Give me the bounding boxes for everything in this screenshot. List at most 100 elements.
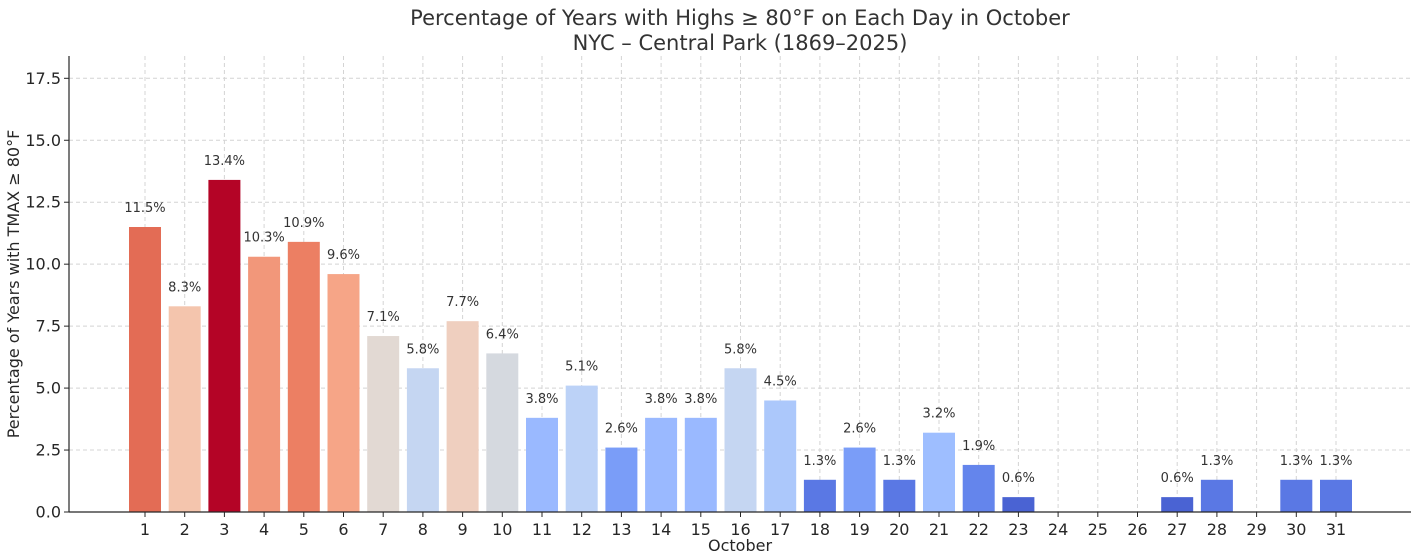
x-tick-label: 30 xyxy=(1286,520,1306,539)
x-tick-label: 27 xyxy=(1167,520,1187,539)
data-label: 5.8% xyxy=(724,342,757,357)
data-label: 11.5% xyxy=(124,201,165,216)
data-label: 2.6% xyxy=(605,422,638,437)
bar xyxy=(1280,479,1313,512)
y-tick-label: 7.5 xyxy=(36,317,61,336)
data-label: 1.9% xyxy=(962,439,995,454)
bar xyxy=(883,479,916,512)
bar xyxy=(684,417,717,512)
bar xyxy=(248,256,281,512)
bar xyxy=(962,464,995,512)
data-label: 7.1% xyxy=(367,310,400,325)
y-tick-label: 17.5 xyxy=(25,69,61,88)
y-tick-label: 10.0 xyxy=(25,255,61,274)
x-tick-label: 31 xyxy=(1326,520,1346,539)
bar xyxy=(208,179,241,513)
x-tick-label: 9 xyxy=(458,520,468,539)
data-label: 3.2% xyxy=(922,407,955,422)
data-label: 1.3% xyxy=(1319,454,1352,469)
bar xyxy=(724,368,757,512)
x-tick-label: 17 xyxy=(770,520,790,539)
bar xyxy=(1200,479,1233,512)
x-tick-label: 24 xyxy=(1048,520,1068,539)
x-tick-label: 8 xyxy=(418,520,428,539)
y-tick-label: 5.0 xyxy=(36,379,61,398)
x-tick-label: 2 xyxy=(180,520,190,539)
data-label: 5.8% xyxy=(406,342,439,357)
bar xyxy=(446,321,479,512)
x-tick-label: 21 xyxy=(929,520,949,539)
bar xyxy=(129,227,161,512)
bar xyxy=(287,241,320,512)
data-label: 7.7% xyxy=(446,295,479,310)
data-labels: 11.5% 8.3% 13.4% 10.3%10.9% 9.6% 7.1% 5.8% 7.7%… xyxy=(124,154,1352,486)
bar xyxy=(764,400,797,512)
bar xyxy=(923,432,955,512)
data-label: 2.6% xyxy=(843,422,876,437)
y-tick-label: 2.5 xyxy=(36,441,61,460)
y-axis-title: Percentage of Years with TMAX ≥ 80°F xyxy=(4,130,23,439)
x-tick-label: 15 xyxy=(691,520,711,539)
chart-title: Percentage of Years with Highs ≥ 80°F on… xyxy=(410,6,1070,30)
data-label: 13.4% xyxy=(204,154,245,169)
x-tick-label: 3 xyxy=(219,520,229,539)
data-label: 9.6% xyxy=(327,248,360,263)
x-tick-label: 16 xyxy=(730,520,750,539)
x-tick-label: 29 xyxy=(1246,520,1266,539)
x-tick-label: 7 xyxy=(378,520,388,539)
bar xyxy=(327,274,360,512)
bar xyxy=(1161,497,1194,512)
x-tick-label: 4 xyxy=(259,520,269,539)
data-label: 1.3% xyxy=(883,454,916,469)
data-label: 0.6% xyxy=(1161,471,1194,486)
data-label: 10.3% xyxy=(243,231,284,246)
data-label: 3.8% xyxy=(525,392,558,407)
bar xyxy=(367,336,400,512)
data-label: 1.3% xyxy=(803,454,836,469)
x-tick-label: 26 xyxy=(1127,520,1147,539)
bar xyxy=(526,417,558,512)
bar xyxy=(1320,479,1352,512)
bars xyxy=(129,179,1352,513)
bar xyxy=(565,385,598,512)
x-tick-label: 23 xyxy=(1008,520,1028,539)
data-label: 10.9% xyxy=(283,216,324,231)
x-tick-label: 18 xyxy=(810,520,830,539)
x-tick-label: 19 xyxy=(849,520,869,539)
x-tick-label: 11 xyxy=(532,520,552,539)
bar xyxy=(168,306,201,512)
bar xyxy=(1002,497,1035,512)
x-tick-label: 25 xyxy=(1088,520,1108,539)
data-label: 8.3% xyxy=(168,280,201,295)
x-axis-title: October xyxy=(708,536,772,555)
bar xyxy=(406,368,439,512)
x-tick-label: 10 xyxy=(492,520,512,539)
y-tick-label: 15.0 xyxy=(25,131,61,150)
data-label: 0.6% xyxy=(1002,471,1035,486)
x-tick-label: 22 xyxy=(969,520,989,539)
y-tick-label: 12.5 xyxy=(25,193,61,212)
x-tick-label: 5 xyxy=(299,520,309,539)
data-label: 1.3% xyxy=(1200,454,1233,469)
x-tick-label: 6 xyxy=(338,520,348,539)
x-tick-label: 14 xyxy=(651,520,671,539)
x-tick-label: 1 xyxy=(140,520,150,539)
data-label: 3.8% xyxy=(684,392,717,407)
chart-subtitle: NYC – Central Park (1869–2025) xyxy=(573,31,908,55)
x-tick-label: 20 xyxy=(889,520,909,539)
bar xyxy=(605,447,638,512)
data-label: 3.8% xyxy=(645,392,678,407)
x-tick-label: 28 xyxy=(1207,520,1227,539)
data-label: 6.4% xyxy=(486,327,519,342)
bar xyxy=(486,353,519,512)
bar xyxy=(843,447,876,512)
data-label: 5.1% xyxy=(565,360,598,375)
data-label: 4.5% xyxy=(764,374,797,389)
bar xyxy=(803,479,836,512)
x-tick-label: 12 xyxy=(572,520,592,539)
x-tick-label: 13 xyxy=(611,520,631,539)
bar xyxy=(645,417,678,512)
data-label: 1.3% xyxy=(1280,454,1313,469)
y-tick-label: 0.0 xyxy=(36,503,61,522)
